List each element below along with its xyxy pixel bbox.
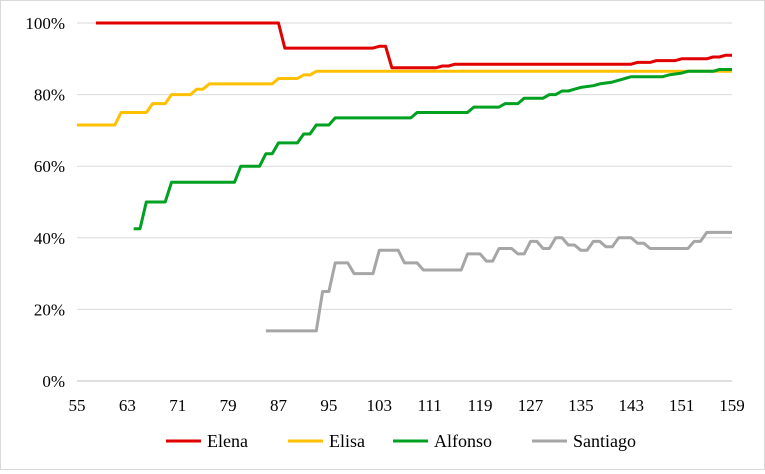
legend: Elena Elisa Alfonso Santiago — [166, 431, 636, 451]
series-lines — [77, 21, 732, 333]
x-tick-label: 95 — [320, 396, 337, 415]
y-tick-label: 60% — [34, 157, 65, 176]
x-tick-label: 119 — [468, 396, 493, 415]
series-line-elisa — [77, 69, 732, 127]
x-tick-label: 79 — [220, 396, 237, 415]
legend-label-elena: Elena — [207, 431, 248, 451]
x-tick-label: 143 — [618, 396, 644, 415]
x-tick-label: 127 — [518, 396, 544, 415]
axes: 0% 20% 40% 60% 80% 100% 55 63 71 79 87 95 103 111 119 1… — [25, 14, 744, 415]
legend-label-alfonso: Alfonso — [434, 431, 492, 451]
x-tick-label: 55 — [69, 396, 86, 415]
y-tick-label: 0% — [42, 372, 65, 391]
y-tick-label: 20% — [34, 300, 65, 319]
x-tick-label: 159 — [719, 396, 745, 415]
series-line-elena — [95, 21, 732, 70]
y-tick-label: 80% — [34, 86, 65, 105]
x-tick-label: 87 — [270, 396, 288, 415]
legend-label-santiago: Santiago — [573, 431, 636, 451]
x-tick-label: 103 — [367, 396, 393, 415]
series-line-alfonso — [133, 68, 732, 231]
y-tick-label: 100% — [25, 14, 65, 33]
series-line-santiago — [265, 230, 732, 333]
y-tick-label: 40% — [34, 229, 65, 248]
x-tick-label: 111 — [418, 396, 442, 415]
legend-label-elisa: Elisa — [329, 431, 365, 451]
x-tick-label: 135 — [568, 396, 594, 415]
x-tick-label: 151 — [669, 396, 695, 415]
x-tick-label: 63 — [119, 396, 136, 415]
x-tick-label: 71 — [169, 396, 186, 415]
